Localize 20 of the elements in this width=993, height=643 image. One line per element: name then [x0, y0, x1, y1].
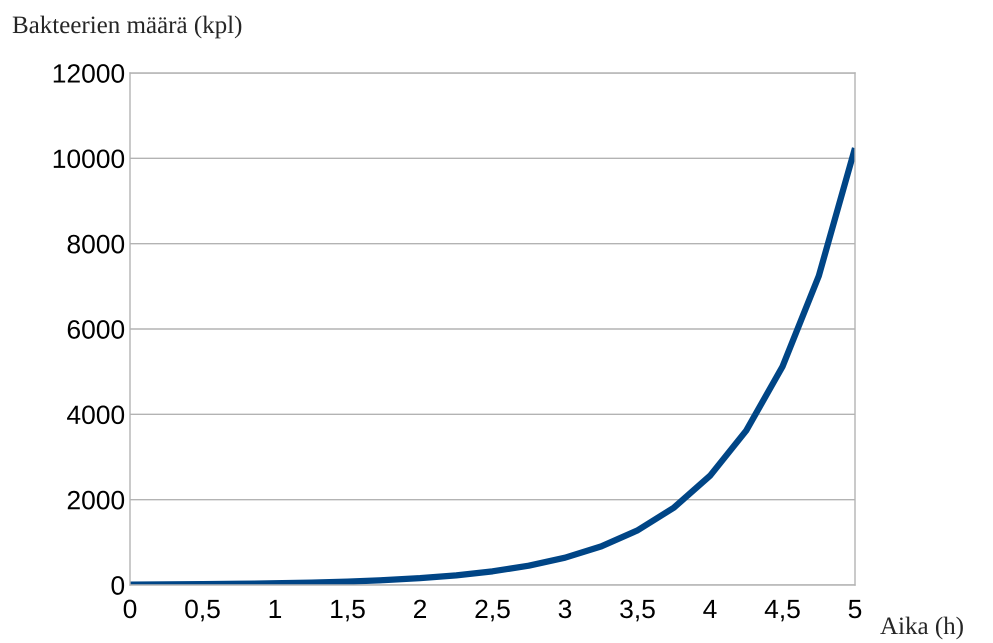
x-tick-label: 1,5 [331, 600, 365, 622]
y-tick-label: 0 [111, 576, 124, 595]
x-tick-label: 2 [414, 600, 426, 618]
x-tick-label: 3 [558, 600, 572, 618]
y-tick-label: 12000 [54, 64, 124, 83]
y-axis-title: Bakteerien määrä (kpl) [12, 16, 242, 38]
x-tick-label: 4,5 [764, 600, 800, 622]
x-tick-label: 4 [703, 600, 717, 618]
y-tick-label: 6000 [68, 320, 124, 339]
y-tick-label: 10000 [54, 149, 124, 168]
y-tick-label: 4000 [67, 405, 124, 424]
y-tick-label: 2000 [68, 490, 124, 510]
x-tick-label: 0,5 [185, 600, 220, 622]
x-tick-label: 2,5 [475, 600, 510, 622]
y-tick-label: 8000 [68, 234, 124, 254]
x-tick-label: 5 [848, 600, 862, 618]
x-axis-title: Aika (h) [880, 616, 963, 640]
x-tick-label: 3,5 [620, 600, 655, 622]
x-tick-label: 0 [124, 600, 136, 618]
x-tick-label: 1 [270, 600, 282, 618]
